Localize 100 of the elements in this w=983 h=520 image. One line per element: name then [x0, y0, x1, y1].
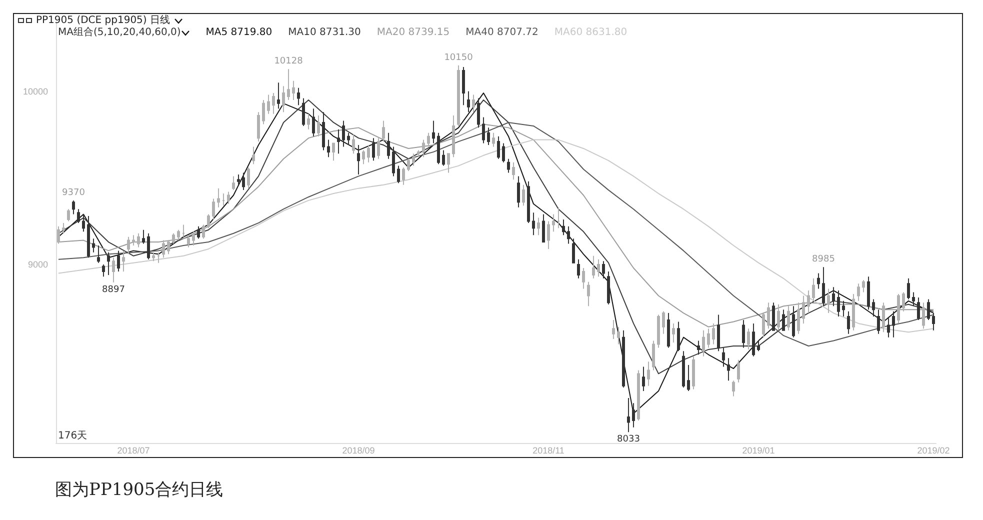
candlestick — [62, 222, 65, 234]
x-tick-label: 2018/07 — [117, 446, 150, 456]
candlestick — [232, 176, 235, 191]
candlestick — [562, 219, 565, 236]
candlestick — [87, 216, 90, 258]
candlestick — [497, 136, 500, 160]
candlestick — [742, 319, 745, 348]
candlestick — [507, 158, 510, 174]
candlestick — [827, 288, 830, 314]
candlestick — [427, 132, 430, 148]
candlestick — [612, 319, 615, 340]
candlestick — [347, 132, 350, 146]
candlestick — [572, 238, 575, 264]
candlestick — [307, 113, 310, 130]
annotation: 10150 — [444, 52, 474, 63]
candlestick — [877, 309, 880, 334]
candlestick — [57, 226, 60, 244]
candlestick — [872, 298, 875, 318]
candlestick — [332, 142, 335, 162]
candlestick — [437, 132, 440, 165]
candlestick — [802, 295, 805, 324]
x-tick-label: 2019/01 — [742, 446, 775, 456]
text: 图为PP1905合约日线 — [55, 479, 224, 501]
candlestick — [732, 380, 735, 397]
candlestick — [622, 330, 625, 388]
candlestick — [297, 87, 300, 106]
candlestick — [142, 229, 145, 244]
candlestick — [517, 176, 520, 208]
candlestick — [277, 82, 280, 110]
candlestick — [282, 86, 285, 113]
candlestick — [757, 340, 760, 352]
annotation: 10128 — [274, 56, 304, 67]
candlestick — [907, 278, 910, 300]
candlestick — [407, 158, 410, 172]
candlestick — [712, 322, 715, 345]
candlestick — [557, 206, 560, 229]
candlestick — [242, 172, 245, 191]
candlestick — [772, 302, 775, 331]
candlestick — [312, 108, 315, 137]
candlestick — [927, 298, 930, 320]
candlestick — [72, 200, 75, 215]
candlestick — [847, 310, 850, 334]
candlestick — [632, 402, 635, 428]
candlestick — [452, 115, 455, 158]
candlestick — [627, 397, 630, 433]
candlestick — [327, 139, 330, 158]
candlestick — [422, 139, 425, 158]
candlestick — [832, 286, 835, 307]
candlestick — [492, 132, 495, 148]
candlestick — [92, 238, 95, 253]
candlestick — [107, 252, 110, 276]
candlestick — [257, 112, 260, 142]
candlestick — [482, 116, 485, 144]
candlestick — [432, 120, 435, 144]
candlestick — [217, 188, 220, 208]
candlestick — [647, 361, 650, 386]
candlestick — [352, 134, 355, 154]
candlestick — [147, 232, 150, 260]
candlestick — [582, 268, 585, 290]
candlestick — [912, 292, 915, 307]
candlestick — [197, 226, 200, 240]
candlestick — [397, 165, 400, 184]
candlestick — [697, 340, 700, 356]
x-tick-label: 2018/11 — [532, 446, 564, 456]
candlestick — [812, 278, 815, 302]
candlestick — [577, 258, 580, 279]
candlestick — [177, 229, 180, 241]
candlestick — [707, 328, 710, 348]
candlestick — [592, 255, 595, 279]
text: MA20 8739.15 — [376, 27, 450, 38]
candlestick — [227, 191, 230, 204]
candlestick — [762, 312, 765, 338]
candlestick — [417, 150, 420, 158]
candlestick — [897, 294, 900, 324]
candlestick — [402, 167, 405, 186]
text: MA10 8731.30 — [288, 27, 361, 38]
candlestick — [182, 224, 185, 238]
candlestick — [382, 120, 385, 142]
candlestick — [137, 232, 140, 248]
candlestick — [747, 328, 750, 350]
y-tick-label: 9000 — [28, 260, 48, 270]
candlestick — [822, 266, 825, 307]
y-tick-label: 10000 — [22, 86, 48, 96]
candlestick — [387, 132, 390, 160]
candlestick — [777, 304, 780, 331]
candlestick — [377, 138, 380, 160]
candlestick — [677, 321, 680, 352]
annotation: 9370 — [62, 188, 86, 198]
candlestick — [172, 232, 175, 244]
candlestick — [292, 80, 295, 100]
candlestick — [287, 68, 290, 100]
candlestick — [267, 94, 270, 114]
candlestick — [587, 281, 590, 307]
candlestick — [462, 66, 465, 106]
candlestick — [322, 112, 325, 151]
candlestick — [237, 174, 240, 186]
candlestick — [917, 296, 920, 320]
candlestick — [552, 214, 555, 232]
candlestick — [567, 226, 570, 244]
candlestick — [207, 214, 210, 229]
